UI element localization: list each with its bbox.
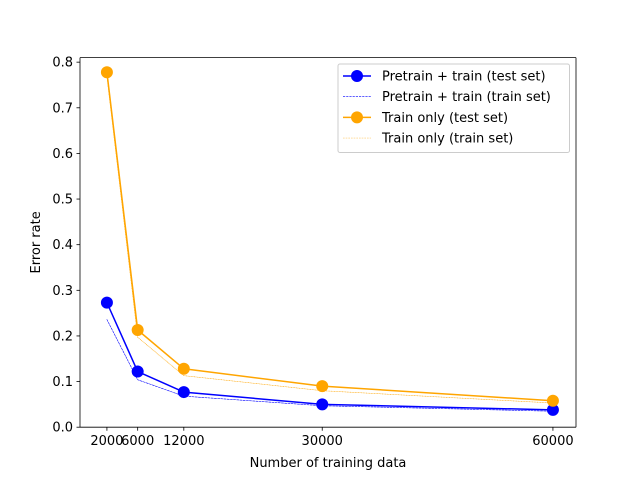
x-tick-label: 30000 xyxy=(302,434,343,449)
x-axis-label: Number of training data xyxy=(250,456,407,471)
legend-label: Train only (train set) xyxy=(381,132,513,147)
series-line-3 xyxy=(106,76,554,404)
x-tick-label: 60000 xyxy=(532,434,573,449)
data-point xyxy=(100,66,113,79)
data-point xyxy=(316,398,329,411)
y-tick-label: 0.0 xyxy=(52,421,73,436)
y-tick-label: 0.3 xyxy=(52,284,73,299)
axes-layer xyxy=(79,57,577,428)
x-tick-label: 6000 xyxy=(121,434,154,449)
x-tick-label: 12000 xyxy=(163,434,204,449)
legend-label: Pretrain + train (train set) xyxy=(382,90,551,105)
legend: Pretrain + train (test set) Pretrain + tr… xyxy=(337,63,570,153)
data-point xyxy=(177,362,190,375)
series-layer xyxy=(100,66,559,416)
data-point xyxy=(131,365,144,378)
y-tick-label: 0.1 xyxy=(52,375,73,390)
legend-marker xyxy=(351,70,363,82)
y-axis-label: Error rate xyxy=(29,211,44,273)
data-point xyxy=(546,394,559,407)
y-tick-label: 0.6 xyxy=(52,147,73,162)
legend-marker xyxy=(351,111,363,124)
data-point xyxy=(177,386,190,399)
legend-frame xyxy=(337,63,570,153)
y-tick-label: 0.5 xyxy=(52,193,73,208)
y-tick-label: 0.7 xyxy=(52,101,73,116)
data-point xyxy=(131,324,144,337)
data-point xyxy=(316,380,329,393)
y-tick-label: 0.8 xyxy=(52,56,73,71)
legend-label: Pretrain + train (test set) xyxy=(382,70,546,85)
legend-label: Train only (test set) xyxy=(381,111,508,126)
y-axis-ticks: 0.0 0.1 0.2 0.3 0.4 0.5 0.6 0.7 0.8 xyxy=(52,56,80,436)
y-tick-label: 0.2 xyxy=(52,329,73,344)
x-tick-label: 2000 xyxy=(90,434,123,449)
y-tick-label: 0.4 xyxy=(52,238,73,253)
data-point xyxy=(100,296,113,309)
